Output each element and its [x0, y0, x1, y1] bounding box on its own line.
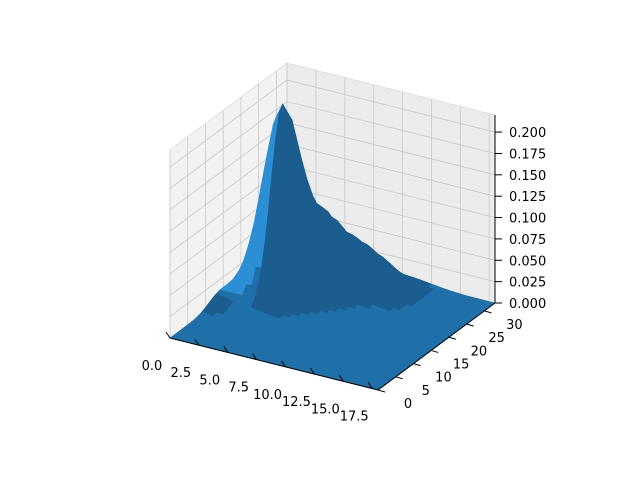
- axes: [165, 115, 502, 393]
- y-tick: [448, 336, 457, 340]
- y-axis-line: [377, 302, 496, 391]
- x-tick: [165, 331, 171, 339]
- grid-line-z: [169, 101, 496, 189]
- z-tick-label: 0.025: [509, 276, 546, 291]
- y-tick-label: 5: [422, 384, 430, 399]
- z-tick-label: 0.175: [509, 147, 546, 162]
- x-tick: [281, 360, 286, 368]
- z-tick-label: 0.075: [509, 233, 546, 248]
- y-tick-label: 0: [404, 397, 412, 412]
- y-tick: [395, 376, 403, 380]
- x-tick: [310, 367, 315, 375]
- tick-labels: 0.0 2.5 5.0 7.5 10.0 12.5 15.0 17.5 05 1015202530…: [142, 126, 547, 424]
- x-tick: [194, 338, 200, 346]
- y-tick: [377, 389, 386, 393]
- x-tick-label: 7.5: [228, 381, 249, 396]
- x-tick: [338, 375, 344, 382]
- y-tick: [466, 323, 474, 327]
- x-tick-label: 12.5: [282, 395, 311, 410]
- y-tick-label: 30: [506, 318, 523, 333]
- x-tick: [252, 353, 258, 360]
- x-tick-label: 2.5: [171, 366, 192, 381]
- z-tick-label: 0.200: [509, 126, 546, 141]
- surface: [169, 103, 496, 391]
- grid-line-z: [169, 79, 496, 168]
- x-tick: [367, 382, 373, 389]
- z-tick-label: 0.050: [509, 254, 546, 269]
- z-tick-label: 0.100: [509, 212, 546, 227]
- z-tick-label: 0.150: [509, 169, 546, 184]
- z-tick-label: 0.000: [509, 297, 546, 312]
- x-tick-label: 15.0: [311, 402, 340, 417]
- y-tick: [431, 349, 439, 353]
- x-tick-label: 5.0: [199, 373, 220, 388]
- y-tick-label: 10: [435, 371, 452, 386]
- x-tick-label: 0.0: [142, 359, 163, 374]
- z-tick-label: 0.125: [509, 190, 546, 205]
- x-tick-label: 17.5: [340, 410, 369, 425]
- y-tick-label: 25: [488, 331, 505, 346]
- x-tick: [223, 346, 229, 353]
- x-tick-label: 10.0: [253, 388, 282, 403]
- y-tick: [484, 310, 492, 314]
- y-tick: [413, 363, 421, 367]
- y-tick-label: 20: [471, 344, 488, 359]
- y-tick-label: 15: [453, 357, 470, 372]
